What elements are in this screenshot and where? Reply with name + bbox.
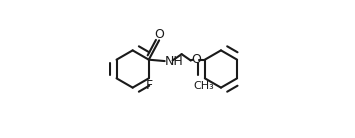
Text: O: O [154,28,164,41]
Text: O: O [191,53,201,66]
Text: NH: NH [165,55,184,68]
Text: F: F [146,79,153,92]
Text: CH₃: CH₃ [194,81,214,91]
